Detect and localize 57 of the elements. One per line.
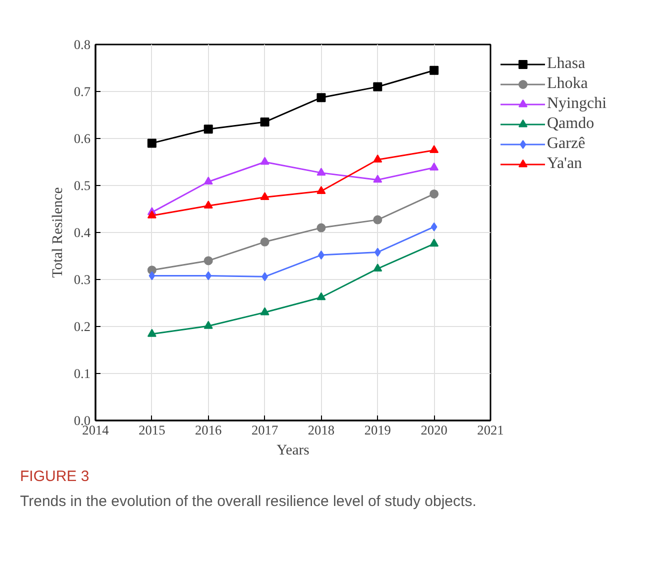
y-tick-label: 0.8 (74, 37, 91, 52)
x-tick-label: 2021 (477, 422, 504, 438)
y-axis-title: Total Resilence (50, 187, 66, 278)
point (147, 138, 156, 148)
point (148, 271, 156, 280)
legend-label: Ya'an (547, 155, 582, 173)
point (373, 174, 382, 183)
point (204, 176, 213, 185)
y-tick-label: 0.1 (74, 366, 91, 381)
point (316, 168, 326, 176)
x-tick-label: 2017 (251, 422, 278, 438)
point (430, 145, 439, 154)
point (430, 189, 439, 198)
point (430, 162, 439, 170)
caption: FIGURE 3 (20, 467, 90, 487)
y-tick-label: 0.5 (74, 178, 91, 193)
point (316, 186, 326, 194)
point (205, 271, 212, 280)
point (204, 124, 213, 134)
legend-label: Qamdo (547, 115, 594, 133)
legend-label: Lhoka (547, 75, 588, 93)
x-tick-label: 2015 (138, 422, 166, 438)
point (430, 222, 438, 232)
point (260, 156, 270, 165)
point (373, 215, 382, 224)
y-tick-label: 0.4 (74, 225, 91, 240)
point (430, 238, 439, 247)
point (204, 200, 213, 209)
x-tick-label: 2020 (420, 422, 448, 438)
x-axis-title: Years (276, 442, 310, 458)
point (316, 93, 326, 102)
point (316, 223, 326, 232)
point (260, 118, 270, 127)
legend-label: Nyingchi (547, 95, 607, 113)
point (260, 307, 270, 316)
legend-label: Lhasa (547, 55, 586, 73)
y-tick-label: 0.6 (74, 131, 91, 146)
x-tick-label: 2018 (308, 422, 335, 438)
point (373, 82, 382, 92)
point (204, 320, 213, 329)
legend-label: Garzê (547, 135, 586, 153)
point (374, 248, 381, 257)
point (260, 192, 270, 200)
point (373, 154, 382, 162)
text: Trends in the evolution of the overall resilience level of study objects. (20, 492, 476, 512)
x-tick-label: 2019 (364, 422, 392, 438)
point (260, 237, 270, 246)
y-tick-label: 0.3 (74, 272, 91, 287)
point (373, 264, 382, 272)
point (316, 292, 326, 300)
point (204, 256, 213, 266)
point (147, 210, 156, 218)
x-tick-label: 2016 (195, 422, 222, 438)
y-tick-label: 0.7 (74, 84, 91, 99)
point (147, 328, 156, 337)
y-tick-label: 0.2 (74, 319, 91, 334)
point (430, 66, 439, 75)
